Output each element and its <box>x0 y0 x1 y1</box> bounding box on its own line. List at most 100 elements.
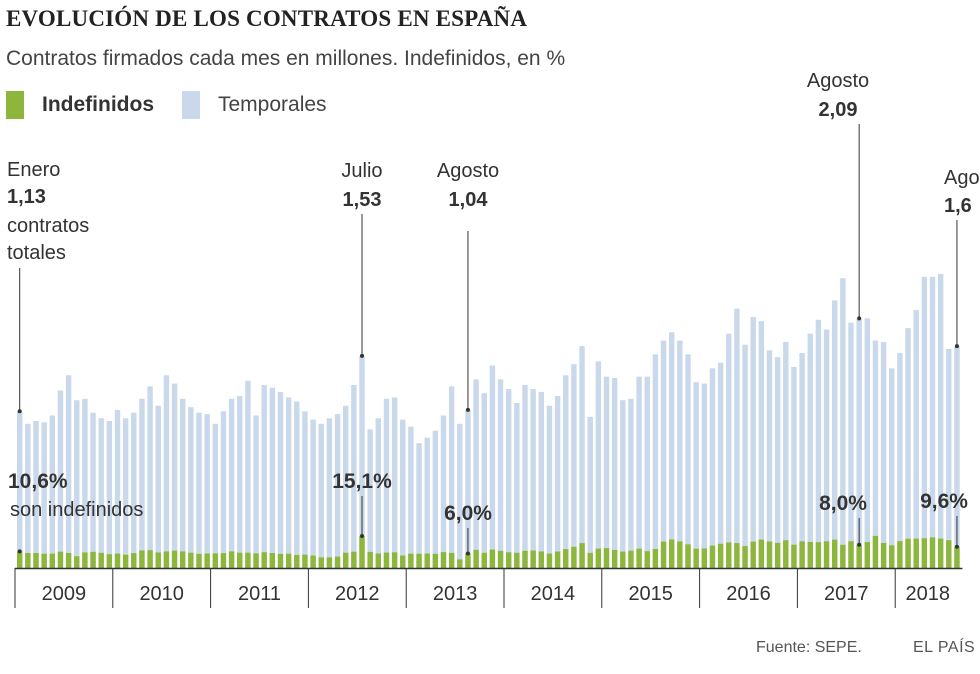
bar-indefinidos <box>106 554 113 568</box>
pct-annotation-dot <box>465 551 470 556</box>
annotation-month-label: Julio <box>341 160 382 182</box>
annotation-dot <box>360 353 364 358</box>
bar-temporales <box>448 386 455 568</box>
bar-indefinidos <box>587 552 593 568</box>
chart-subtitle: Contratos firmados cada mes en millones.… <box>6 47 566 70</box>
bar-temporales <box>848 322 854 568</box>
bar-temporales <box>595 361 602 568</box>
bar-indefinidos <box>530 550 536 568</box>
bar-indefinidos <box>611 549 618 568</box>
bar-indefinidos <box>840 544 846 568</box>
bar-temporales <box>937 274 944 568</box>
bar-indefinidos <box>489 549 496 568</box>
bar-indefinidos <box>432 553 439 568</box>
bar-indefinidos <box>848 541 854 568</box>
bar-temporales <box>106 421 113 568</box>
bar-indefinidos <box>334 556 341 568</box>
bar-temporales <box>82 398 88 568</box>
bar-temporales <box>432 430 439 568</box>
bar-indefinidos <box>310 555 316 568</box>
bar-indefinidos <box>726 542 732 568</box>
bar-temporales <box>579 346 585 568</box>
bar-temporales <box>799 353 805 568</box>
bar-indefinidos <box>954 546 960 568</box>
bar-temporales <box>514 402 520 568</box>
bar-temporales <box>954 346 960 568</box>
bar-temporales <box>554 396 561 568</box>
chart-title: EVOLUCIÓN DE LOS CONTRATOS EN ESPAÑA <box>6 6 528 31</box>
bar-temporales <box>807 333 813 568</box>
bar-indefinidos <box>41 553 47 568</box>
bar-indefinidos <box>652 548 659 568</box>
annotation-month-label: Enero <box>7 159 60 181</box>
legend-label-temporales: Temporales <box>218 93 327 116</box>
bar-temporales <box>603 376 610 568</box>
bar-temporales <box>33 421 39 568</box>
bar-temporales <box>155 405 161 568</box>
bar-indefinidos <box>660 541 667 568</box>
bar-temporales <box>196 412 202 568</box>
year-tick-label: 2012 <box>335 583 380 605</box>
bar-indefinidos <box>497 550 504 568</box>
publisher-brand: EL PAÍS <box>913 639 976 656</box>
bar-temporales <box>465 409 471 568</box>
bar-temporales <box>131 412 137 568</box>
bar-indefinidos <box>929 537 936 568</box>
bar-temporales <box>57 390 64 568</box>
bar-temporales <box>228 398 235 568</box>
bar-indefinidos <box>269 553 276 568</box>
annotation-total-value: 1,53 <box>343 189 382 211</box>
year-tick-label: 2016 <box>726 583 771 605</box>
bar-temporales <box>530 389 536 568</box>
bar-indefinidos <box>522 550 528 568</box>
bar-temporales <box>652 354 659 568</box>
bar-indefinidos <box>807 541 813 568</box>
bar-indefinidos <box>114 553 121 568</box>
bar-indefinidos <box>375 553 381 568</box>
bar-temporales <box>375 418 381 568</box>
bar-temporales <box>758 321 765 568</box>
bar-temporales <box>383 398 390 568</box>
pct-annotation-dot <box>857 542 862 547</box>
bar-indefinidos <box>163 551 170 568</box>
bar-indefinidos <box>734 543 740 568</box>
bar-temporales <box>644 376 650 568</box>
bar-temporales <box>889 368 895 568</box>
bar-indefinidos <box>212 553 218 568</box>
bar-temporales <box>636 376 642 568</box>
bar-temporales <box>171 383 178 568</box>
bar-temporales <box>766 350 773 568</box>
bar-temporales <box>122 418 129 568</box>
bar-indefinidos <box>318 557 324 568</box>
bar-indefinidos <box>897 541 903 568</box>
annotation-total-value: 1,13 <box>7 186 46 208</box>
bar-temporales <box>946 348 952 568</box>
year-tick-label: 2017 <box>824 583 869 605</box>
bar-temporales <box>522 384 528 568</box>
bar-temporales <box>897 353 903 568</box>
bar-temporales <box>628 398 634 568</box>
bar-temporales <box>147 386 153 568</box>
bar-indefinidos <box>285 553 292 568</box>
bar-temporales <box>416 443 422 568</box>
bar-temporales <box>872 340 879 568</box>
bar-indefinidos <box>595 548 602 568</box>
bar-indefinidos <box>424 553 430 568</box>
bar-temporales <box>620 400 626 568</box>
bar-indefinidos <box>823 541 830 568</box>
bar-indefinidos <box>180 551 186 568</box>
bar-temporales <box>74 400 80 568</box>
bar-indefinidos <box>693 548 699 568</box>
bar-indefinidos <box>33 553 39 568</box>
year-tick-label: 2014 <box>531 583 576 605</box>
bar-temporales <box>701 383 707 568</box>
bar-indefinidos <box>563 549 569 568</box>
bar-temporales <box>139 398 145 568</box>
bar-indefinidos <box>905 538 911 568</box>
source-note: Fuente: SEPE. <box>756 639 862 656</box>
bar-indefinidos <box>701 548 707 568</box>
bar-temporales <box>408 426 414 568</box>
pct-annotation-value: 9,6% <box>920 490 968 513</box>
bar-temporales <box>815 319 822 568</box>
bar-temporales <box>351 384 357 568</box>
